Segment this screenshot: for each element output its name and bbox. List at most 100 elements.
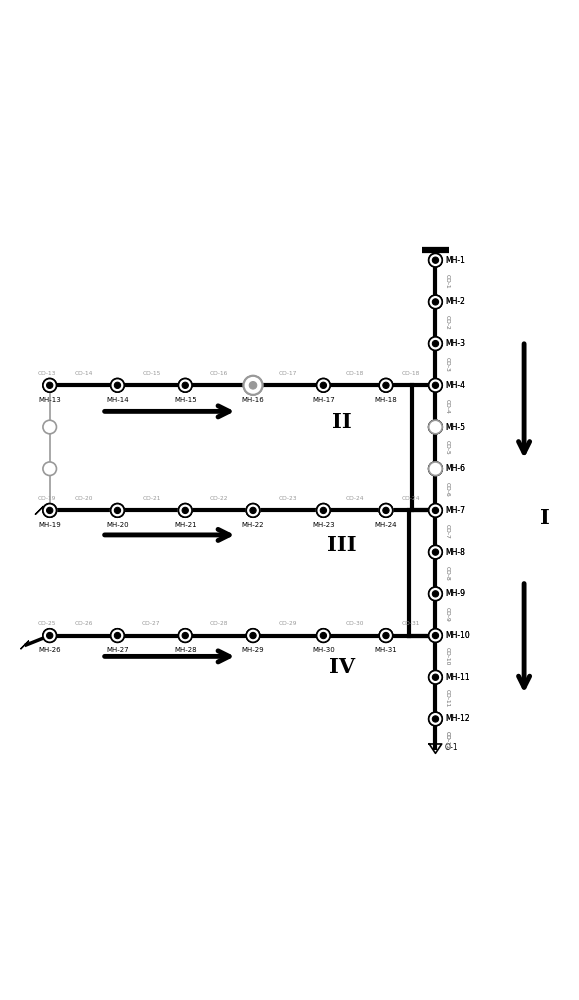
Circle shape (43, 379, 57, 392)
Circle shape (250, 632, 256, 639)
Text: MH-1: MH-1 (445, 256, 465, 265)
Circle shape (317, 379, 330, 392)
Circle shape (379, 504, 393, 517)
Text: MH-12: MH-12 (445, 714, 470, 723)
Circle shape (433, 299, 439, 305)
Circle shape (379, 504, 393, 517)
Circle shape (433, 549, 439, 555)
Text: CO-19: CO-19 (38, 496, 56, 501)
Text: CO-29: CO-29 (279, 621, 298, 626)
Circle shape (433, 257, 439, 263)
Circle shape (428, 504, 442, 517)
Text: MH-8: MH-8 (445, 548, 465, 557)
Text: MH-2: MH-2 (445, 297, 465, 306)
Circle shape (46, 382, 53, 388)
Text: MH-7: MH-7 (445, 506, 465, 515)
Circle shape (182, 632, 188, 639)
Circle shape (317, 504, 330, 517)
Circle shape (320, 382, 327, 388)
Circle shape (428, 712, 442, 726)
Circle shape (246, 504, 260, 517)
Text: II: II (332, 412, 351, 432)
Circle shape (428, 337, 442, 350)
Text: CO-3: CO-3 (445, 357, 450, 372)
Text: CO-8: CO-8 (445, 566, 450, 580)
Circle shape (249, 382, 256, 389)
Text: CO-5: CO-5 (445, 440, 450, 455)
Circle shape (46, 632, 53, 639)
Text: MH-23: MH-23 (312, 522, 335, 528)
Circle shape (428, 420, 442, 434)
Circle shape (428, 253, 442, 267)
Circle shape (111, 379, 124, 392)
Circle shape (428, 420, 442, 434)
Text: CO-3: CO-3 (445, 357, 450, 372)
Text: CO-8: CO-8 (445, 566, 450, 580)
Circle shape (433, 382, 439, 388)
Text: CO-12: CO-12 (445, 731, 450, 749)
Text: MH-22: MH-22 (242, 522, 264, 528)
Circle shape (114, 507, 120, 514)
Text: MH-11: MH-11 (445, 673, 470, 682)
Circle shape (114, 507, 120, 514)
Circle shape (433, 466, 439, 472)
Text: CO-21: CO-21 (142, 496, 160, 501)
Circle shape (428, 545, 442, 559)
Text: CO-1: CO-1 (445, 274, 450, 288)
Text: CO-7: CO-7 (445, 524, 450, 539)
Text: CO-12: CO-12 (445, 731, 450, 749)
Circle shape (433, 257, 439, 263)
Circle shape (428, 462, 442, 475)
Text: MH-3: MH-3 (445, 339, 465, 348)
Text: I: I (540, 508, 550, 528)
Circle shape (428, 670, 442, 684)
Circle shape (428, 295, 442, 309)
Circle shape (43, 504, 57, 517)
Text: CO-9: CO-9 (445, 607, 450, 622)
Circle shape (246, 629, 260, 642)
Circle shape (433, 340, 439, 347)
Text: CO-10: CO-10 (445, 647, 450, 666)
Circle shape (317, 504, 330, 517)
Circle shape (182, 632, 188, 639)
Circle shape (246, 504, 260, 517)
Text: CO-10: CO-10 (445, 647, 450, 666)
Text: MH-5: MH-5 (445, 423, 465, 432)
Circle shape (428, 379, 442, 392)
Circle shape (428, 462, 442, 475)
Text: CO-25: CO-25 (38, 621, 56, 626)
Circle shape (433, 507, 439, 514)
Text: MH-8: MH-8 (445, 548, 465, 557)
Circle shape (428, 295, 442, 309)
Circle shape (46, 507, 53, 514)
Text: MH-28: MH-28 (174, 647, 196, 653)
Text: MH-20: MH-20 (106, 522, 129, 528)
Text: III: III (327, 535, 357, 555)
Circle shape (182, 507, 188, 514)
Circle shape (111, 504, 124, 517)
Text: CO-22: CO-22 (210, 496, 228, 501)
Text: CO-24: CO-24 (401, 496, 420, 501)
Circle shape (383, 632, 389, 639)
Circle shape (320, 382, 327, 388)
Circle shape (379, 504, 393, 517)
Text: CO-26: CO-26 (74, 621, 93, 626)
Circle shape (182, 507, 188, 514)
Circle shape (428, 462, 442, 475)
Circle shape (428, 670, 442, 684)
Text: MH-9: MH-9 (445, 589, 465, 598)
Text: MH-16: MH-16 (241, 397, 265, 403)
Text: CO-15: CO-15 (142, 371, 160, 376)
Circle shape (433, 424, 439, 430)
Circle shape (178, 379, 192, 392)
Text: MH-29: MH-29 (241, 647, 265, 653)
Circle shape (320, 507, 327, 514)
Circle shape (379, 379, 393, 392)
Text: CO-2: CO-2 (445, 315, 450, 330)
Text: MH-19: MH-19 (38, 522, 61, 528)
Text: CO-24: CO-24 (346, 496, 364, 501)
Text: MH-27: MH-27 (106, 647, 129, 653)
Circle shape (433, 549, 439, 555)
Text: CO-12: CO-12 (445, 731, 450, 749)
Circle shape (111, 629, 124, 642)
